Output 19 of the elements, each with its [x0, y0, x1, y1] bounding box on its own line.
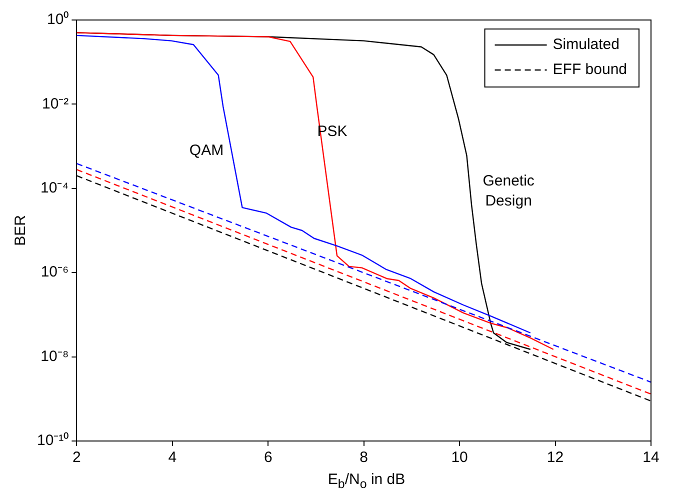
- legend-label: EFF bound: [552, 61, 628, 78]
- annotation: QAM: [189, 142, 224, 160]
- y-tick-label: 10⁻⁴: [40, 180, 69, 197]
- x-tick-label: 6: [264, 449, 272, 466]
- x-axis-title: E$_{b}$/N$_{o}$ in dB: [326, 470, 406, 493]
- y-axis-title: BER: [12, 214, 30, 246]
- y-tick-label: 10⁻²: [42, 95, 69, 112]
- x-tick-label: 10: [451, 449, 468, 466]
- x-tick-label: 8: [360, 449, 368, 466]
- x-tick-label: 12: [546, 449, 564, 466]
- y-tick-label: 10⁻⁶: [40, 264, 69, 281]
- y-tick-label: 10⁻¹⁰: [36, 432, 69, 450]
- legend-label: Simulated: [552, 36, 620, 54]
- y-tick-label: 10⁻⁸: [40, 348, 69, 365]
- y-tick-label: 10⁰: [46, 11, 69, 28]
- x-tick-label: 2: [72, 449, 81, 466]
- x-tick-label: 14: [642, 449, 660, 466]
- x-tick-label: 4: [168, 449, 177, 466]
- annotation: Genetic Design: [482, 172, 535, 210]
